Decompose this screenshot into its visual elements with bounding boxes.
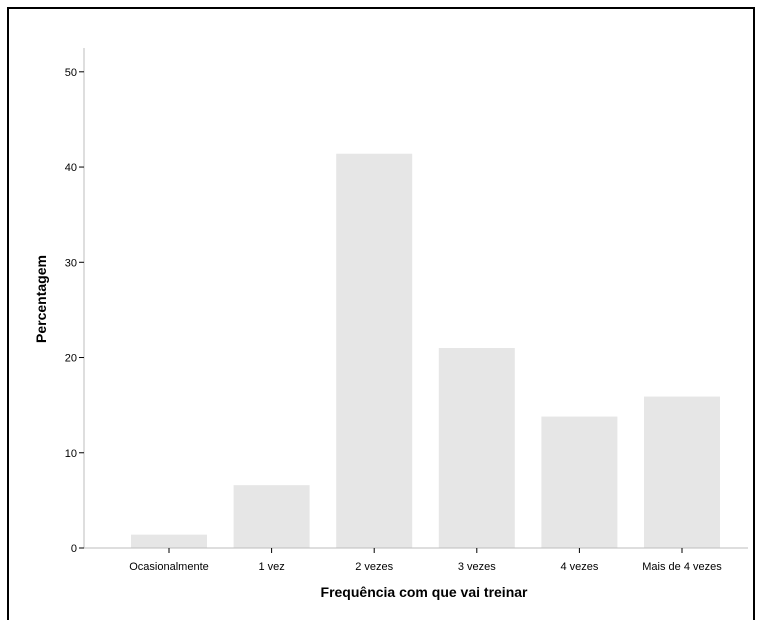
y-ticks-group: 0 10 20 30 40 50 <box>65 67 84 555</box>
x-tick-label-1: 1 vez <box>258 561 284 573</box>
bar-0 <box>131 534 207 548</box>
x-tick-label-3: 3 vezes <box>458 561 496 573</box>
y-tick-label-4: 40 <box>65 162 77 174</box>
bar-2 <box>336 153 413 548</box>
bar-3 <box>438 348 515 548</box>
y-tick-label-5: 50 <box>65 67 77 79</box>
x-axis-title: Frequência com que vai treinar <box>321 584 529 600</box>
y-tick-label-1: 10 <box>65 448 77 460</box>
bar-5 <box>644 396 720 548</box>
bar-4 <box>541 416 618 548</box>
y-tick-label-2: 20 <box>65 353 77 365</box>
y-axis-title: Percentagem <box>33 255 49 343</box>
x-tick-label-5: Mais de 4 vezes <box>642 561 722 573</box>
x-ticks-group: Ocasionalmente 1 vez 2 vezes 3 vezes 4 vezes… <box>129 548 722 573</box>
axes-group <box>83 48 748 549</box>
y-tick-label-3: 30 <box>65 257 77 269</box>
bars-group <box>131 153 720 548</box>
x-tick-label-0: Ocasionalmente <box>129 561 209 573</box>
x-tick-label-4: 4 vezes <box>560 561 598 573</box>
chart-border <box>7 7 755 620</box>
y-tick-label-0: 0 <box>71 543 77 555</box>
bar-1 <box>233 485 310 548</box>
x-tick-label-2: 2 vezes <box>355 561 393 573</box>
